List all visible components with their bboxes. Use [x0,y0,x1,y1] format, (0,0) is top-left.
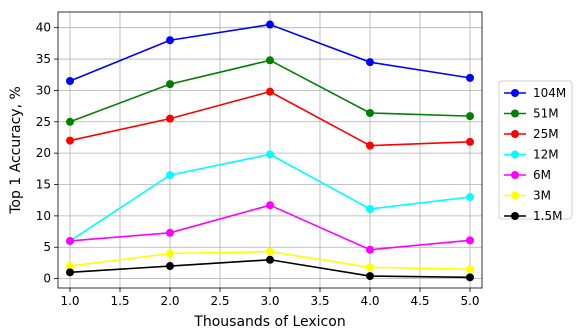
data-point [166,36,174,45]
data-point [266,201,274,210]
data-point [366,141,374,150]
data-point [166,80,174,89]
data-point [366,245,374,254]
legend-item: 51M [504,107,559,121]
y-axis-label: Top 1 Accuracy, % [8,86,24,215]
data-point [166,114,174,123]
legend-label: 6M [533,168,551,182]
y-tick-label: 20 [36,146,51,160]
data-point [366,58,374,67]
legend-label: 12M [533,148,559,162]
x-tick-label: 5.0 [460,294,479,308]
series-104M [66,20,474,85]
legend-marker [511,130,519,138]
y-tick-label: 30 [36,83,51,97]
legend-item: 12M [504,148,559,162]
x-tick-label: 3.5 [310,294,329,308]
y-tick-label: 0 [43,272,51,286]
data-point [466,137,474,146]
data-point [466,193,474,202]
series-3M [66,247,474,274]
data-point [366,263,374,272]
data-point [166,262,174,271]
x-tick-label: 1.0 [60,294,79,308]
legend-label: 104M [533,86,566,100]
data-point [166,228,174,237]
data-point [266,255,274,264]
x-tick-label: 2.5 [210,294,229,308]
series-6M [66,201,474,254]
legend-marker [511,89,519,97]
y-tick-label: 25 [36,115,51,129]
data-point [366,272,374,281]
data-point [166,171,174,180]
data-point [166,249,174,258]
data-point [66,268,74,277]
legend-item: 6M [504,168,551,182]
x-tick-label: 4.0 [360,294,379,308]
series-25M [66,87,474,150]
data-point [66,262,74,271]
legend-label: 25M [533,127,559,141]
data-point [266,56,274,65]
data-point [66,236,74,245]
legend-label: 1.5M [533,209,562,223]
data-point [66,136,74,145]
y-tick-label: 40 [36,21,51,35]
legend-marker [511,191,519,200]
legend-item: 3M [504,189,551,203]
data-point [366,204,374,213]
x-tick-label: 2.0 [160,294,179,308]
data-point [466,273,474,282]
legend-marker [511,212,519,220]
x-tick-label: 3.0 [260,294,279,308]
legend-marker [511,109,519,118]
legend-label: 51M [533,107,559,121]
legend-item: 25M [504,127,559,141]
series-1.5M [66,255,474,282]
legend-item: 104M [504,86,566,100]
y-tick-label: 15 [36,178,51,192]
data-point [466,112,474,121]
series-lines [66,20,474,282]
series-51M [66,56,474,126]
y-tick-label: 5 [43,240,51,254]
x-axis-ticks: 1.0 1.5 2.0 2.5 3.0 3.5 4.0 4.5 5.0 [60,288,480,308]
y-tick-label: 10 [36,209,51,223]
data-point [466,236,474,245]
legend-item: 1.5M [504,209,562,223]
legend-marker [511,171,519,179]
y-tick-label: 35 [36,52,51,66]
data-point [466,265,474,274]
data-point [266,20,274,29]
y-axis-ticks: 0 5 10 15 20 25 30 35 40 [36,21,58,286]
legend: 104M 51M 25M 12M 6M 3M 1.5M [498,80,573,223]
x-axis-label: Thousands of Lexicon [193,314,345,329]
data-point [266,150,274,159]
x-tick-label: 1.5 [110,294,129,308]
data-point [366,108,374,117]
legend-label: 3M [533,189,551,203]
data-point [266,247,274,256]
data-point [466,73,474,82]
data-point [66,77,74,85]
data-point [266,87,274,96]
x-tick-label: 4.5 [410,294,429,308]
data-point [66,117,74,126]
legend-marker [511,150,519,159]
